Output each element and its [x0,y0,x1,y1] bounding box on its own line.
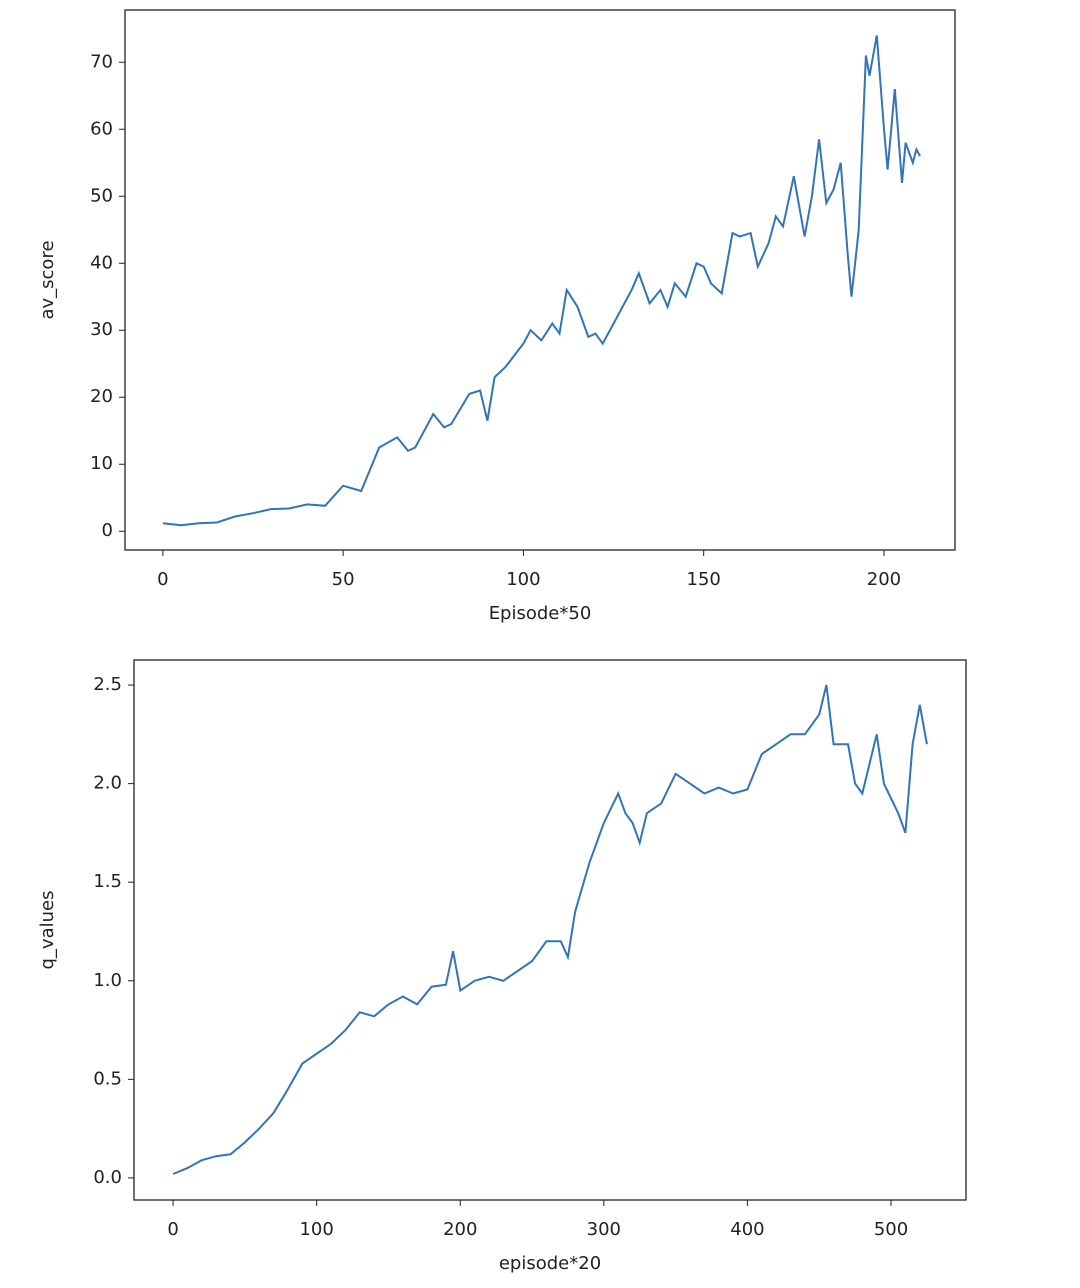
data-line [162,35,921,527]
y-tick-label: 30 [90,319,113,340]
y-tick-label: 70 [90,51,113,72]
y-tick-label: 0 [102,520,113,541]
axes-frame [133,659,967,1201]
x-tick-label: 400 [730,1219,764,1240]
y-tick-label: 20 [90,386,113,407]
data-line [172,684,928,1175]
x-tick-label: 150 [687,569,721,590]
y-tick-label: 40 [90,252,113,273]
y-tick-label: 0.0 [93,1167,122,1188]
x-tick-label: 50 [332,569,355,590]
y-axis-label: q_values [37,891,58,970]
y-tick-label: 2.0 [93,773,122,794]
axes-frame [124,9,956,551]
x-axis-label: episode*20 [499,1253,601,1274]
x-tick-label: 0 [167,1219,178,1240]
x-tick-label: 100 [506,569,540,590]
y-tick-label: 50 [90,185,113,206]
x-tick-label: 200 [867,569,901,590]
y-axis-label: av_score [37,240,58,319]
y-tick-label: 1.0 [93,970,122,991]
y-tick-label: 2.5 [93,674,122,695]
y-tick-label: 60 [90,118,113,139]
x-tick-label: 500 [874,1219,908,1240]
x-tick-label: 0 [157,569,168,590]
x-axis-label: Episode*50 [489,603,592,624]
y-tick-label: 0.5 [93,1068,122,1089]
x-tick-label: 100 [299,1219,333,1240]
y-tick-label: 10 [90,453,113,474]
x-tick-label: 300 [587,1219,621,1240]
x-tick-label: 200 [443,1219,477,1240]
y-tick-label: 1.5 [93,871,122,892]
